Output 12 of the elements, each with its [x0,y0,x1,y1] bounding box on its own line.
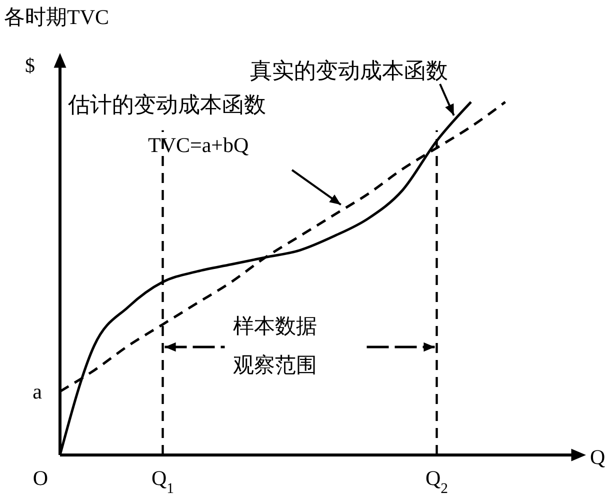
x-tick-label: Q$_{2}$ [425,466,448,497]
series-label: 真实的变动成本函数 [250,58,448,83]
chart-title: 各时期TVC [4,5,109,29]
x-tick-label: Q$_{1}$ [151,466,174,497]
y-axis-title: $ [25,55,35,77]
annotation: 样本数据 [233,314,317,338]
annotation: TVC=a+bQ [148,133,249,157]
text: O [32,466,48,490]
annotation: 观察范围 [233,353,317,377]
x-axis-title: Q [590,445,606,469]
text: a [32,379,43,404]
legend-label: 估计的变动成本函数 [67,92,266,117]
